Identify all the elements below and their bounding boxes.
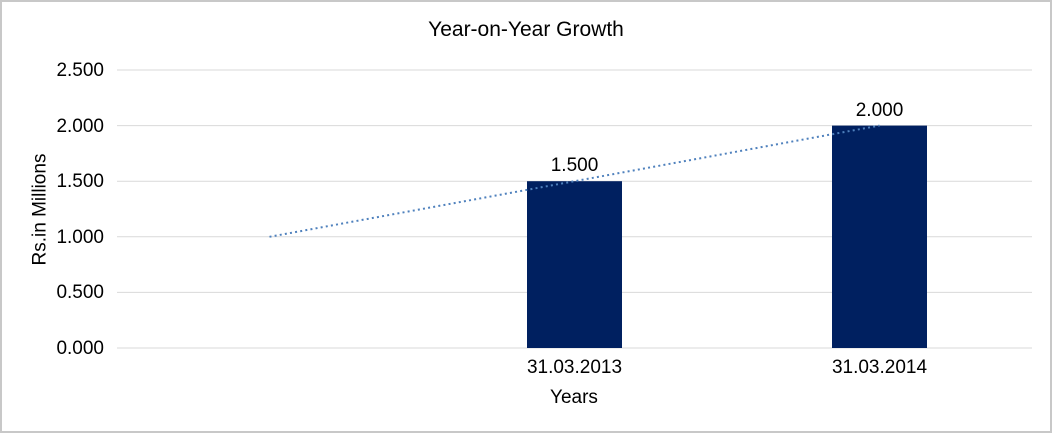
x-category-label: 31.03.2014 xyxy=(831,357,928,378)
x-category-label: 31.03.2013 xyxy=(526,357,623,378)
y-tick-label: 1.000 xyxy=(56,226,104,248)
y-tick-label: 1.500 xyxy=(56,171,104,193)
y-tick-label: 0.000 xyxy=(56,338,104,359)
trendline xyxy=(269,124,880,238)
bar-data-label: 2.000 xyxy=(855,99,904,121)
chart-title: Year-on-Year Growth xyxy=(428,18,624,41)
x-axis-title: Years xyxy=(550,387,598,408)
y-tick-label: 2.000 xyxy=(56,115,104,137)
bar-data-label: 1.500 xyxy=(550,155,599,177)
bar xyxy=(832,125,927,348)
bar xyxy=(527,181,622,348)
y-tick-label: 2.500 xyxy=(56,60,104,81)
y-tick-label: 0.500 xyxy=(56,282,104,304)
